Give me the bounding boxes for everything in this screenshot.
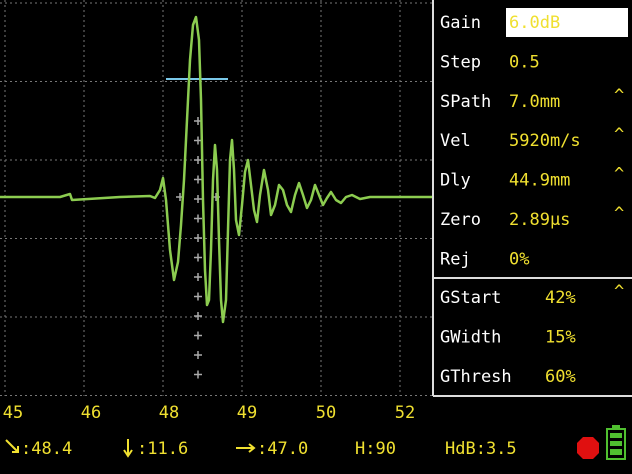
gate-marker <box>194 175 202 184</box>
status-reading: :11.6 <box>137 439 188 459</box>
icon-peak-path <box>5 439 19 453</box>
parameter-value: 15% <box>545 328 576 348</box>
parameter-label: SPath <box>440 92 491 112</box>
parameter-label: GThresh <box>440 367 512 387</box>
grid <box>0 0 432 396</box>
gate-marker <box>194 195 202 203</box>
gate-marker <box>194 273 202 281</box>
parameter-label: GWidth <box>440 328 501 348</box>
battery-cap <box>612 425 620 429</box>
gate-marker <box>194 156 202 164</box>
parameter-label: Vel <box>440 131 471 151</box>
parameter-label: Rej <box>440 249 471 269</box>
parameter-value: 5920m/s <box>509 131 581 151</box>
adjust-indicator: ^ <box>614 282 624 302</box>
parameter-value: 0.5 <box>509 52 540 72</box>
status-reading: :48.4 <box>21 439 72 459</box>
gate-marker <box>194 214 202 223</box>
parameter-value: 2.89µs <box>509 210 570 230</box>
parameter-label: Dly <box>440 171 471 191</box>
gate-marker <box>194 351 202 359</box>
gate-marker <box>194 312 202 320</box>
parameter-value: 44.9mm <box>509 171 570 191</box>
stop-indicator <box>577 437 599 459</box>
gate-marker <box>194 370 202 379</box>
x-axis-label: 50 <box>316 403 336 423</box>
adjust-indicator: ^ <box>614 165 624 185</box>
parameter-label: Step <box>440 52 481 72</box>
gain-field[interactable] <box>506 8 628 37</box>
battery-level <box>610 441 622 446</box>
adjust-indicator: ^ <box>614 86 624 106</box>
icon-depth <box>123 439 133 458</box>
x-axis-label: 48 <box>159 403 179 423</box>
x-axis-labels: 45 46 48 49 50 52 <box>3 403 415 423</box>
parameter-label: Zero <box>440 210 481 230</box>
status-bar: :48.4 :11.6 :47.0 H:90 HdB:3.5 <box>5 425 626 460</box>
battery-level <box>610 433 622 438</box>
parameter-value: 42% <box>545 288 576 308</box>
adjust-indicator: ^ <box>614 204 624 224</box>
icon-surface-distance <box>236 443 256 453</box>
x-axis-label: 46 <box>81 403 101 423</box>
status-reading: :47.0 <box>257 439 308 459</box>
parameter-label: Gain <box>440 13 481 33</box>
parameter-value: 0% <box>509 249 529 269</box>
parameter-panel: Gain 6.0dB Step 0.5 SPath 7.0mm ^ Vel 5920m/s ^ Dl… <box>440 13 624 387</box>
gate-marker <box>194 253 202 262</box>
x-axis-label: 52 <box>395 403 415 423</box>
adjust-indicator: ^ <box>614 125 624 145</box>
parameter-label: GStart <box>440 288 501 308</box>
gate-marker <box>194 331 202 340</box>
gate-marker <box>194 292 202 301</box>
status-reading: HdB:3.5 <box>445 439 517 459</box>
parameter-value: 7.0mm <box>509 92 560 112</box>
x-axis-label: 45 <box>3 403 23 423</box>
battery-level <box>610 449 622 455</box>
parameter-value: 6.0dB <box>509 13 560 33</box>
x-axis-label: 49 <box>237 403 257 423</box>
status-reading: H:90 <box>355 439 396 459</box>
waveform <box>0 15 432 324</box>
gate-marker <box>194 234 202 242</box>
parameter-value: 60% <box>545 367 576 387</box>
